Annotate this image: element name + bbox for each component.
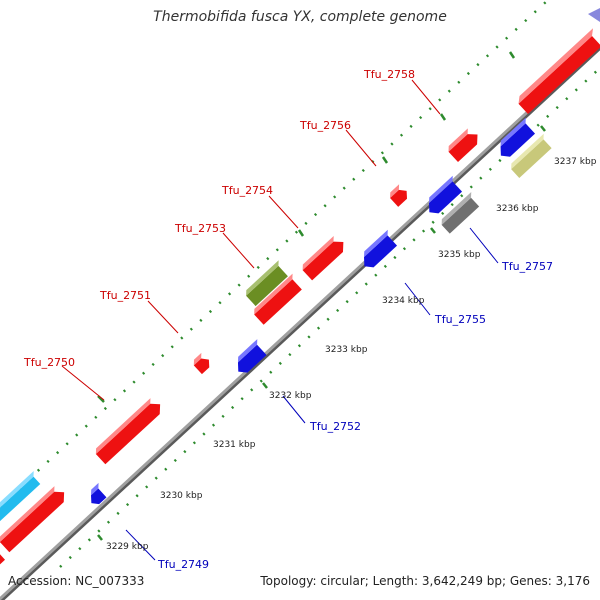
gene-feature[interactable] <box>446 126 482 162</box>
inner-major-tick <box>262 382 268 389</box>
reverse-labels: Tfu_2749 Tfu_2752 Tfu_2755 Tfu_2757 <box>157 260 553 571</box>
gene-label[interactable]: Tfu_2757 <box>501 260 553 273</box>
connector-line <box>61 365 105 401</box>
gene-feature[interactable] <box>422 175 465 218</box>
outer-major-tick <box>508 51 516 59</box>
accession-info: Accession: NC_007333 <box>8 574 144 588</box>
topology-text: Topology: circular; Length: 3,642,249 bp… <box>260 574 590 588</box>
map-title: Thermobifida fusca YX, complete genome <box>153 9 447 25</box>
connector-line <box>147 300 179 334</box>
gene-feature[interactable] <box>515 28 600 115</box>
connector-line <box>125 529 156 561</box>
connector-line <box>282 395 306 424</box>
outer-tick-track <box>0 0 550 508</box>
gene-feature[interactable] <box>191 352 213 375</box>
gene-feature[interactable] <box>300 234 348 281</box>
backbone <box>0 43 600 600</box>
gene-label[interactable]: Tfu_2749 <box>157 558 209 571</box>
gene-label[interactable]: Tfu_2754 <box>221 184 273 197</box>
gene-feature[interactable] <box>231 339 270 377</box>
connector-line <box>469 227 499 264</box>
gene-feature[interactable] <box>251 273 304 325</box>
inner-major-tick <box>97 534 103 541</box>
gene-feature[interactable] <box>588 8 600 22</box>
major-ticks <box>97 51 546 541</box>
gene-label[interactable]: Tfu_2751 <box>99 289 151 302</box>
gene-label[interactable]: Tfu_2753 <box>174 222 226 235</box>
gene-label[interactable]: Tfu_2755 <box>434 313 486 326</box>
connector-line <box>268 195 299 229</box>
gene-feature[interactable] <box>439 192 482 234</box>
accession-value: NC_007333 <box>75 574 145 588</box>
connector-line <box>411 79 441 115</box>
connector-line <box>345 129 377 167</box>
scale-label: 3230 kbp <box>160 491 203 501</box>
gene-feature[interactable] <box>243 260 290 307</box>
gene-label[interactable]: Tfu_2758 <box>363 68 415 81</box>
outer-major-tick <box>381 156 389 164</box>
scale-labels: 3229 kbp 3230 kbp 3231 kbp 3232 kbp 3233… <box>106 157 597 552</box>
gene-label[interactable]: Tfu_2752 <box>309 420 361 433</box>
scale-label: 3235 kbp <box>438 250 481 260</box>
connector-line <box>404 282 431 316</box>
outer-major-tick <box>297 229 305 237</box>
scale-label: 3231 kbp <box>213 440 256 450</box>
inner-major-tick <box>430 227 436 234</box>
label-connectors <box>61 79 499 561</box>
scale-label: 3237 kbp <box>554 157 597 167</box>
gene-feature[interactable] <box>493 117 538 161</box>
accession-label: Accession: <box>8 574 72 588</box>
gene-label[interactable]: Tfu_2756 <box>299 119 351 132</box>
gene-feature[interactable] <box>357 229 400 272</box>
gene-feature[interactable] <box>0 550 6 568</box>
feature-track <box>0 8 600 568</box>
genome-summary: Topology: circular; Length: 3,642,249 bp… <box>260 574 590 588</box>
gene-feature[interactable] <box>508 133 554 179</box>
scale-label: 3229 kbp <box>106 542 149 552</box>
inner-major-tick <box>540 125 546 132</box>
gene-feature[interactable] <box>0 484 69 553</box>
forward-labels: Tfu_2750 Tfu_2751 Tfu_2753 Tfu_2754 Tfu_… <box>23 68 415 369</box>
gene-feature[interactable] <box>93 396 165 465</box>
scale-label: 3232 kbp <box>269 391 312 401</box>
outer-major-tick <box>97 395 105 403</box>
scale-label: 3234 kbp <box>382 296 425 306</box>
gene-label[interactable]: Tfu_2750 <box>23 356 75 369</box>
connector-line <box>222 232 255 269</box>
gene-feature[interactable] <box>387 184 410 207</box>
gene-feature[interactable] <box>0 471 43 535</box>
outer-major-tick <box>439 113 447 121</box>
scale-label: 3236 kbp <box>496 204 539 214</box>
scale-label: 3233 kbp <box>325 345 368 355</box>
gene-feature[interactable] <box>85 482 110 508</box>
